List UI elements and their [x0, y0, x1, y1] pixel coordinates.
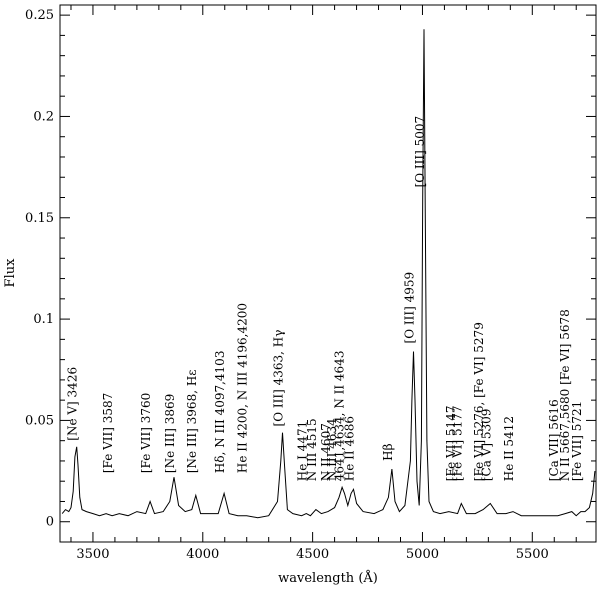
x-tick-label: 5500 [516, 547, 549, 562]
y-tick-label: 0.15 [25, 211, 54, 226]
line-label: Hδ, N III 4097,4103 [213, 351, 227, 474]
line-label: [Fe VI] 5276, [Fe VI] 5279 [472, 322, 486, 481]
y-tick-label: 0 [46, 515, 54, 530]
line-label: [Fe VII] 5721 [570, 401, 584, 481]
x-tick-label: 4500 [296, 547, 329, 562]
line-label: [Fe VII] 3587 [101, 393, 115, 473]
axis-ticks [60, 5, 596, 543]
line-label: He II 5412 [502, 416, 516, 481]
y-tick-label: 0.25 [25, 8, 54, 23]
y-tick-label: 0.2 [33, 109, 54, 124]
line-label: N II 5667,5680 [Fe VI] 5678 [558, 309, 572, 481]
y-axis-title: Flux [3, 258, 18, 288]
line-label: 4641,4634, N II 4643 [333, 351, 347, 482]
y-tick-label: 0.05 [25, 413, 54, 428]
line-label: N II 4607 [319, 423, 333, 481]
line-label: [Ca V] 5309 [479, 409, 493, 482]
plot-frame [59, 4, 597, 543]
line-label: [O III] 5007 [413, 116, 427, 188]
line-label: [O III] 4959 [403, 272, 417, 344]
line-label: [Ca VII] 5616 [547, 399, 561, 481]
line-label: [Ne III] 3869 [163, 394, 177, 473]
line-label: [Fe VI] 5147 [444, 406, 458, 482]
line-annotations: [Ne V] 3426 [Fe VII] 3587 [Fe VII] 3760 [Ne… [66, 116, 584, 481]
line-label: He I 4471 [295, 421, 309, 481]
series-line [61, 29, 596, 519]
y-tick-label: 0.1 [33, 312, 54, 327]
line-label: [Fe VII] 3760 [139, 393, 153, 473]
line-label: [Fe VI] 5177 [450, 405, 464, 481]
line-label: [Ne III] 3968, Hε [185, 369, 199, 473]
line-label: Hβ [381, 443, 395, 460]
line-label: He II 4686 [343, 416, 357, 481]
line-label: [O III] 4363, Hγ [271, 330, 285, 427]
x-tick-label: 4000 [186, 547, 219, 562]
axis-tick-labels: 3500 4000 4500 5000 5500 0 0.05 0.1 0.15 0.2 0.25 [25, 8, 549, 562]
line-label: He II 4200, N III 4196,4200 [236, 303, 250, 473]
line-label: [Ne V] 3426 [66, 367, 80, 441]
line-label: N III 4515 [305, 418, 319, 481]
x-tick-label: 3500 [76, 547, 109, 562]
line-label: N III 4634 [325, 418, 339, 481]
x-tick-label: 5000 [406, 547, 439, 562]
x-axis-title: wavelength (Å) [278, 570, 378, 586]
